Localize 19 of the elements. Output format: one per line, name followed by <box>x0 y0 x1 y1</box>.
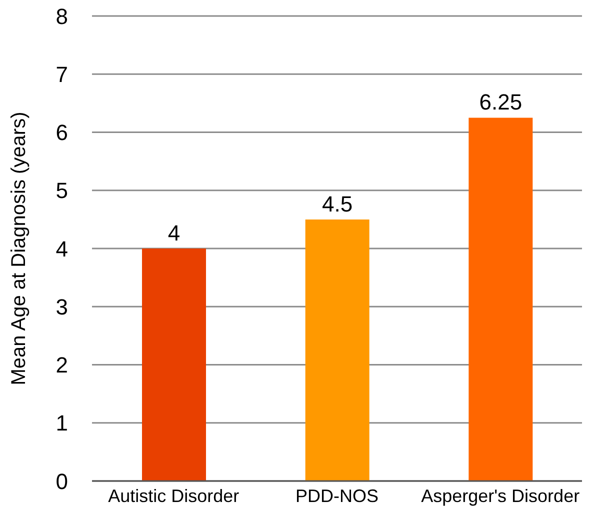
y-tick-label: 0 <box>56 468 68 494</box>
bar <box>305 219 370 481</box>
y-tick-label: 6 <box>56 120 68 146</box>
x-tick-label: Autistic Disorder <box>108 486 240 506</box>
y-tick-label: 5 <box>56 178 68 204</box>
y-axis-title: Mean Age at Diagnosis (years) <box>8 112 30 386</box>
y-tick-label: 7 <box>56 62 68 87</box>
bar <box>468 118 533 481</box>
bar <box>142 248 206 481</box>
y-tick-label: 4 <box>56 236 68 262</box>
x-tick-label: Asperger's Disorder <box>421 486 580 506</box>
data-label: 4.5 <box>322 191 353 216</box>
y-tick-label: 1 <box>56 410 68 436</box>
y-tick-label: 8 <box>56 4 68 29</box>
data-label: 4 <box>168 220 180 246</box>
y-tick-label: 2 <box>56 352 68 378</box>
y-tick-label: 3 <box>56 294 68 320</box>
data-label: 6.25 <box>479 90 522 115</box>
x-tick-label: PDD-NOS <box>295 486 379 506</box>
